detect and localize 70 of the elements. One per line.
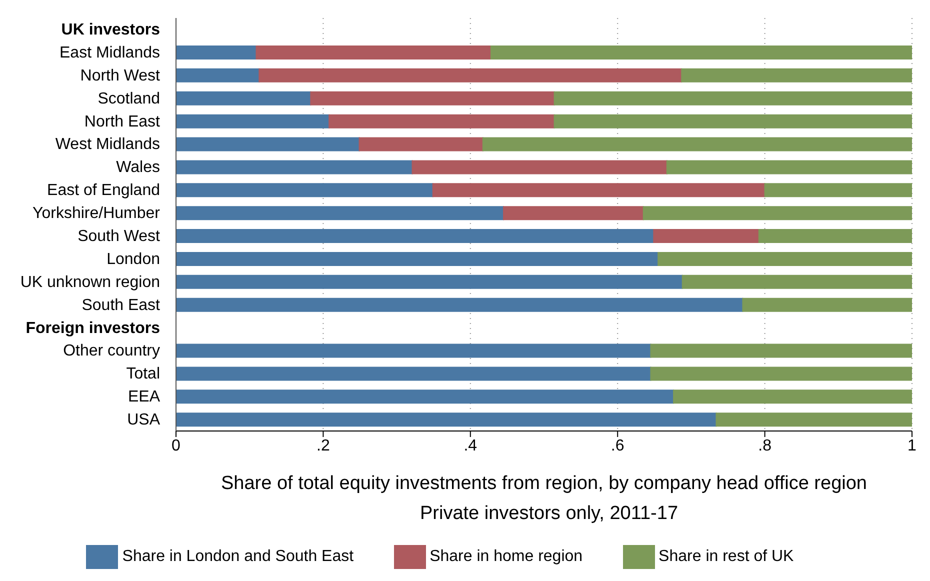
bar [482, 137, 912, 152]
y-tick-label: East of England [47, 182, 160, 200]
bar [176, 137, 360, 152]
y-tick-label: South East [82, 296, 161, 314]
bar [328, 114, 555, 128]
y-tick-label: Foreign investors [26, 320, 160, 337]
bar [176, 298, 744, 312]
bar [358, 137, 484, 152]
bar [432, 183, 766, 198]
bar [681, 68, 912, 82]
bar [176, 114, 330, 128]
bar [412, 160, 668, 174]
bar [176, 68, 260, 82]
y-tick-label: Scotland [98, 90, 160, 108]
bar [176, 344, 652, 358]
bar [176, 366, 652, 381]
x-tick-label: 1 [908, 437, 917, 454]
bar [258, 68, 682, 82]
bar [503, 206, 644, 220]
y-tick-label: East Midlands [60, 44, 160, 62]
y-tick-label: London [106, 250, 160, 268]
y-tick-label: Other country [63, 342, 160, 360]
y-tick-label: UK investors [61, 21, 160, 38]
bar [716, 412, 912, 427]
bar [682, 274, 912, 289]
bar [673, 390, 912, 404]
bar [176, 252, 659, 266]
y-tick-label: North West [80, 67, 161, 84]
legend-label: Share in London and South East [122, 548, 354, 566]
y-tick-label: Total [126, 366, 160, 383]
bar [176, 183, 434, 198]
bar [310, 91, 555, 106]
y-tick-label: UK unknown region [20, 274, 160, 291]
y-tick-label: Wales [116, 159, 160, 176]
bar [764, 183, 912, 198]
bar [176, 206, 504, 220]
x-tick-label: 0 [172, 437, 181, 454]
bar [176, 91, 312, 106]
y-tick-label: South West [78, 228, 161, 245]
legend-label: Share in rest of UK [658, 548, 794, 566]
y-tick-label: USA [127, 412, 160, 429]
y-tick-label: North East [84, 113, 161, 130]
bar [650, 366, 912, 381]
text: Private investors only, 2011-17 [418, 503, 680, 525]
bar [554, 91, 912, 106]
bar [256, 45, 492, 60]
x-tick-label: .4 [464, 437, 478, 454]
bar [658, 252, 912, 266]
bar [642, 206, 912, 220]
bar [176, 274, 683, 289]
x-axis-title: Share of total equity investments from region, by company head office region [220, 473, 868, 494]
bar [554, 114, 912, 128]
bar [176, 412, 717, 427]
bar [176, 229, 654, 244]
bar [490, 45, 912, 60]
bar [650, 344, 912, 358]
y-tick-label: EEA [128, 388, 160, 406]
y-tick-label: Yorkshire/Humber [32, 205, 161, 222]
x-tick-label: .6 [610, 437, 624, 454]
bar [176, 160, 413, 174]
y-tick-label: West Midlands [55, 136, 160, 154]
bar [176, 45, 257, 60]
legend-label: Share in home region [430, 548, 583, 566]
bar [666, 160, 912, 174]
bar [653, 229, 760, 244]
bar [176, 390, 674, 404]
x-tick-label: .8 [758, 437, 772, 454]
x-tick-label: .2 [316, 437, 330, 454]
bar [758, 229, 912, 244]
bar [742, 298, 912, 312]
